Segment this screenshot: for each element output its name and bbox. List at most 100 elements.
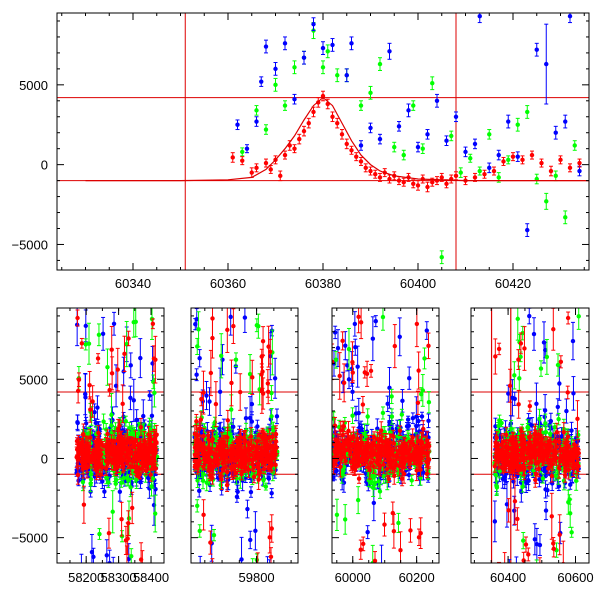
top-blue-point-3: [259, 79, 263, 83]
top-red-point-23: [354, 154, 358, 158]
bottom-green-point: [151, 476, 155, 480]
bottom-red-point: [119, 452, 123, 456]
top-red-point-20: [340, 132, 344, 136]
top-xtick-label: 60420: [495, 276, 531, 291]
top-red-point-32: [397, 178, 401, 182]
top-blue-point-25: [463, 150, 467, 154]
bottom-red-point: [107, 446, 111, 450]
bottom-red-point: [129, 464, 133, 468]
top-red-point-57: [577, 161, 581, 165]
bottom-green-point: [106, 480, 110, 484]
top-model-curve: [86, 98, 590, 181]
top-red-point-8: [283, 153, 287, 157]
bottom-red-outlier: [130, 506, 134, 510]
bottom-blue-outlier: [126, 590, 130, 594]
top-blue-point-21: [425, 132, 429, 136]
bottom-red-point: [117, 424, 121, 428]
top-green-point-1: [254, 108, 258, 112]
bottom-green-outlier: [105, 365, 109, 369]
top-red-point-49: [501, 159, 505, 163]
top-blue-point-32: [525, 228, 529, 232]
top-green-point-31: [544, 199, 548, 203]
bottom-red-outlier: [153, 357, 157, 361]
top-green-point-32: [554, 174, 558, 178]
bottom-red-point: [118, 461, 122, 465]
top-ytick-label: −5000: [11, 237, 48, 252]
bottom-red-outlier: [87, 383, 91, 387]
top-blue-point-38: [577, 169, 581, 173]
bottom-blue-outlier: [112, 322, 116, 326]
top-red-point-21: [345, 142, 349, 146]
top-red-point-4: [264, 161, 268, 165]
top-red-point-5: [269, 167, 273, 171]
top-red-point-10: [292, 146, 296, 150]
top-red-point-36: [416, 183, 420, 187]
bottom-red-outlier: [82, 503, 86, 507]
bottom-red-point: [76, 455, 80, 459]
top-blue-point-15: [368, 126, 372, 130]
bottom-blue-point: [235, 490, 239, 494]
top-green-point-4: [283, 103, 287, 107]
top-red-point-24: [359, 159, 363, 163]
bottom-red-outlier: [96, 356, 100, 360]
bottom-blue-outlier: [207, 399, 211, 403]
top-red-point-53: [539, 161, 543, 165]
top-blue-point-22: [435, 99, 439, 103]
top-red-point-56: [568, 166, 572, 170]
top-blue-point-31: [516, 154, 520, 158]
bottom-blue-outlier: [198, 564, 202, 568]
bottom-red-point: [100, 465, 104, 469]
bottom-green-outlier: [111, 510, 115, 514]
top-green-point-9: [326, 49, 330, 53]
bottom-blue-outlier: [138, 356, 142, 360]
top-red-point-0: [231, 155, 235, 159]
bottom-blue-outlier: [239, 557, 243, 561]
top-blue-point-37: [568, 14, 572, 18]
top-red-point-38: [425, 185, 429, 189]
top-green-point-27: [506, 158, 510, 162]
bottom-red-point: [93, 455, 97, 459]
bottom-blue-outlier: [105, 553, 109, 557]
bottom-red-outlier: [151, 322, 155, 326]
bottom-red-point: [109, 451, 113, 455]
top-red-point-19: [335, 121, 339, 125]
top-red-point-39: [430, 180, 434, 184]
top-blue-point-11: [330, 43, 334, 47]
bottom-green-point: [114, 482, 118, 486]
bottom-red-point: [139, 425, 143, 429]
top-green-point-29: [525, 110, 529, 114]
top-blue-point-35: [554, 131, 558, 135]
bottom-blue-outlier: [141, 414, 145, 418]
bottom-blue-outlier: [218, 390, 222, 394]
bottom-blue-outlier: [83, 392, 87, 396]
bottom-red-outlier: [122, 352, 126, 356]
top-green-point-19: [430, 81, 434, 85]
top-blue-point-12: [345, 73, 349, 77]
bottom-blue-outlier: [273, 376, 277, 380]
bottom-red-point: [124, 441, 128, 445]
bottom-green-outlier: [127, 516, 131, 520]
bottom-blue-outlier: [150, 414, 154, 418]
bottom-red-point: [133, 443, 137, 447]
top-red-point-46: [473, 175, 477, 179]
top-red-point-28: [378, 175, 382, 179]
top-blue-point-0: [235, 123, 239, 127]
bottom-red-outlier: [151, 585, 155, 589]
bottom-red-point: [152, 453, 156, 457]
top-xtick-label: 60400: [400, 276, 436, 291]
bottom-blue-outlier: [248, 416, 252, 420]
top-green-point-10: [335, 73, 339, 77]
top-blue-point-17: [387, 49, 391, 53]
bottom-blue-outlier: [253, 529, 257, 533]
bottom-segment-1: [191, 299, 298, 600]
top-red-point-48: [492, 169, 496, 173]
bottom-green-point: [121, 476, 125, 480]
top-red-point-26: [368, 169, 372, 173]
bottom-segment-0: [57, 298, 164, 600]
bottom-green-outlier: [129, 554, 133, 558]
top-green-point-34: [573, 143, 577, 147]
top-blue-point-9: [311, 22, 315, 26]
bottom-red-point: [75, 439, 79, 443]
top-green-point-21: [449, 134, 453, 138]
